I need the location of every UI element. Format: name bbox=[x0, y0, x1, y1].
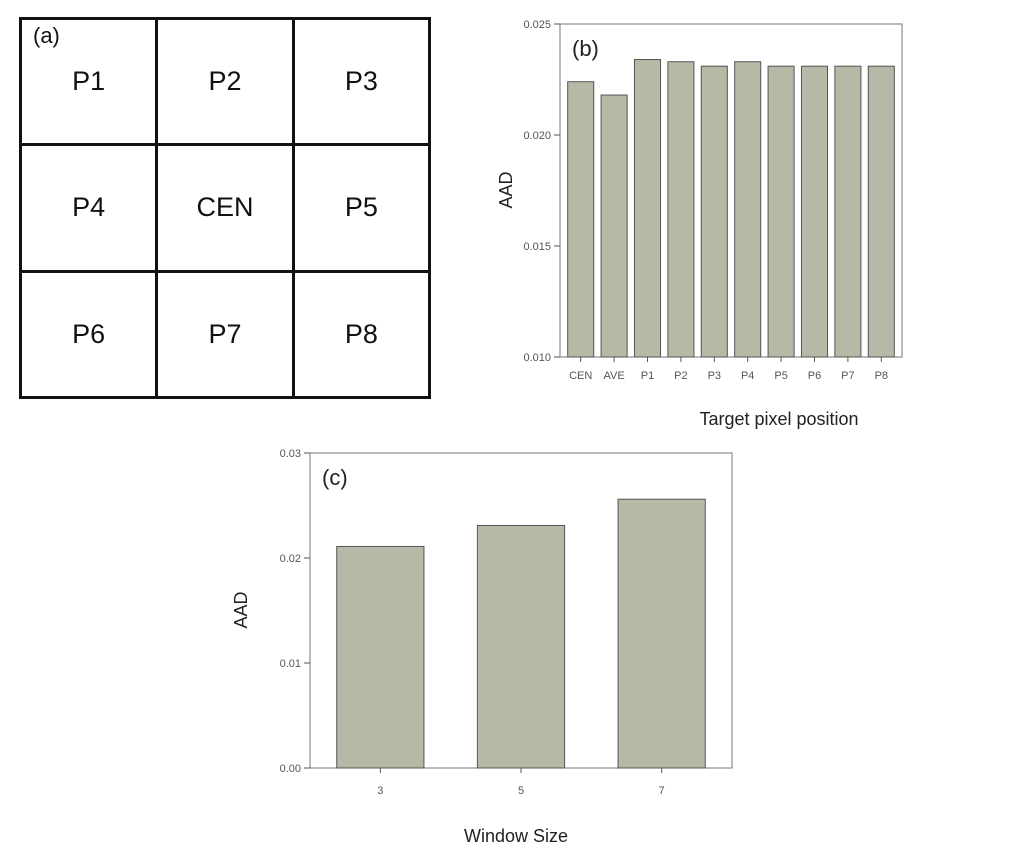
grid-cell-p4: P4 bbox=[18, 143, 159, 273]
panel-label-a: (a) bbox=[33, 23, 60, 48]
bar-5 bbox=[476, 524, 566, 769]
x-tick-label: 5 bbox=[518, 785, 524, 797]
x-axis-title: Window Size bbox=[464, 826, 568, 846]
bar-p5 bbox=[767, 65, 795, 358]
y-tick-label: 0.015 bbox=[523, 241, 551, 253]
grid-cell-p6: P6 bbox=[18, 269, 159, 400]
x-tick-label: P1 bbox=[641, 370, 654, 382]
x-tick-label: 7 bbox=[659, 785, 665, 797]
grid-row: P6 P7 P8 bbox=[18, 269, 432, 400]
bar-3 bbox=[336, 545, 425, 769]
grid-cell-p5: P5 bbox=[291, 143, 432, 273]
y-tick-label: 0.01 bbox=[280, 658, 301, 670]
y-axis-title: AAD bbox=[496, 171, 516, 208]
y-axis-title: AAD bbox=[231, 591, 251, 628]
pixel-grid: P1 P2 P3 P4 CEN P5 P6 P7 P8 bbox=[18, 16, 432, 400]
y-tick-label: 0.03 bbox=[280, 448, 301, 460]
grid-cell-p8: P8 bbox=[291, 269, 432, 400]
x-tick-label: P2 bbox=[674, 370, 687, 382]
x-tick-label: P6 bbox=[808, 370, 821, 382]
chart-c: 0.00 0.01 0.02 0.03 3 5 7 (c) Window Size AAD bbox=[231, 448, 733, 846]
y-tick-label: 0.00 bbox=[280, 763, 301, 775]
bar-cen bbox=[567, 81, 595, 358]
grid-cell-cen: CEN bbox=[155, 143, 295, 273]
x-tick-label: CEN bbox=[569, 370, 592, 382]
bar-p7 bbox=[834, 65, 862, 358]
bar-7 bbox=[617, 498, 706, 769]
grid-cell-p1: P1 bbox=[18, 16, 159, 147]
bar-p1 bbox=[633, 59, 662, 358]
pixel-grid-panel: P1 P2 P3 P4 CEN P5 P6 P7 P8 (a) bbox=[18, 16, 432, 400]
x-tick-label: P7 bbox=[841, 370, 854, 382]
bar-p4 bbox=[734, 61, 762, 358]
plot-frame bbox=[559, 23, 903, 358]
grid-cell-p2: P2 bbox=[155, 16, 295, 147]
grid-row: P4 CEN P5 bbox=[18, 143, 432, 273]
x-tick-label: P5 bbox=[774, 370, 787, 382]
panel-label: (b) bbox=[572, 36, 599, 61]
chart-b: 0.010 0.015 0.020 0.025 CEN AVE P1 P2 P3 P4 P5 P6 P7… bbox=[496, 19, 903, 429]
y-tick-label: 0.010 bbox=[523, 352, 551, 364]
y-tick-label: 0.020 bbox=[523, 130, 551, 142]
grid-cell-p3: P3 bbox=[291, 16, 432, 147]
x-tick-label: P8 bbox=[875, 370, 888, 382]
x-tick-label: P3 bbox=[708, 370, 721, 382]
y-tick-label: 0.025 bbox=[523, 19, 551, 31]
x-tick-label: P4 bbox=[741, 370, 754, 382]
x-tick-label: AVE bbox=[603, 370, 624, 382]
bar-p3 bbox=[700, 65, 728, 358]
bar-ave bbox=[600, 94, 628, 358]
bar-p8 bbox=[867, 65, 895, 358]
y-tick-label: 0.02 bbox=[280, 553, 301, 565]
bar-p6 bbox=[800, 65, 829, 358]
panel-label: (c) bbox=[322, 465, 348, 490]
grid-cell-p7: P7 bbox=[155, 269, 295, 400]
bar-p2 bbox=[667, 61, 695, 358]
grid-row: P1 P2 P3 bbox=[18, 16, 432, 147]
x-axis-title: Target pixel position bbox=[699, 409, 858, 429]
x-tick-label: 3 bbox=[377, 785, 383, 797]
